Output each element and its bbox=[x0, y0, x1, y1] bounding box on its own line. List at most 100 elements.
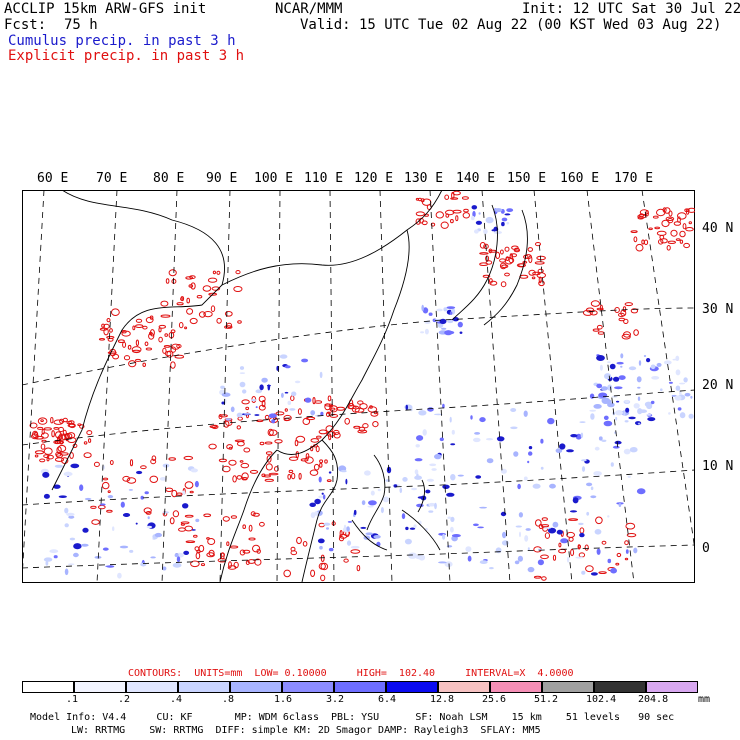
cumulus-precip-cell bbox=[84, 497, 92, 501]
explicit-precip-contour bbox=[144, 341, 149, 347]
explicit-precip-contour bbox=[343, 558, 349, 563]
explicit-precip-contour bbox=[237, 320, 242, 324]
cumulus-precip-cell bbox=[679, 412, 686, 419]
explicit-precip-contour bbox=[172, 510, 180, 518]
cumulus-precip-cell bbox=[579, 532, 585, 538]
cumulus-precip-cell bbox=[162, 463, 170, 468]
cumulus-precip-cell bbox=[221, 392, 231, 397]
cumulus-precip-cell bbox=[528, 451, 533, 456]
cumulus-precip-cell bbox=[679, 382, 686, 385]
explicit-precip-contour bbox=[59, 452, 69, 456]
cumulus-precip-cell bbox=[519, 531, 521, 538]
explicit-precip-contour bbox=[241, 399, 250, 405]
cumulus-precip-cell bbox=[439, 318, 447, 324]
explicit-precip-contour bbox=[462, 212, 470, 219]
cumulus-precip-cell bbox=[402, 477, 408, 482]
explicit-precip-contour bbox=[568, 518, 579, 521]
cumulus-precip-cell bbox=[471, 215, 475, 221]
cumulus-precip-cell bbox=[434, 453, 442, 460]
explicit-precip-contour bbox=[190, 282, 196, 290]
cumulus-precip-cell bbox=[650, 400, 655, 405]
cumulus-precip-cell bbox=[556, 529, 563, 535]
explicit-precip-contour bbox=[53, 427, 60, 430]
explicit-precip-contour bbox=[258, 395, 266, 403]
explicit-precip-contour bbox=[259, 521, 265, 527]
cumulus-precip-cell bbox=[429, 463, 437, 467]
explicit-precip-contour bbox=[261, 400, 266, 408]
explicit-precip-contour bbox=[528, 269, 536, 276]
cumulus-precip-cell bbox=[581, 466, 586, 472]
explicit-precip-contour bbox=[164, 333, 168, 337]
explicit-precip-contour bbox=[532, 271, 541, 276]
explicit-precip-contour bbox=[240, 462, 250, 469]
explicit-precip-contour bbox=[254, 558, 262, 566]
colorbar-tick-label: 25.6 bbox=[482, 694, 507, 705]
cumulus-precip-cell bbox=[236, 412, 243, 418]
cumulus-precip-cell bbox=[259, 384, 264, 391]
explicit-precip-contour bbox=[208, 549, 215, 557]
explicit-precip-contour bbox=[284, 408, 288, 412]
explicit-precip-contour bbox=[165, 278, 170, 284]
cumulus-precip-cell bbox=[405, 526, 409, 531]
colorbar-cell bbox=[334, 681, 386, 693]
cumulus-precip-cell bbox=[485, 216, 494, 224]
cumulus-precip-cell bbox=[598, 436, 603, 441]
explicit-precip-contour bbox=[184, 326, 188, 330]
explicit-precip-contour bbox=[344, 417, 351, 425]
explicit-precip-contour bbox=[29, 422, 38, 429]
explicit-precip-contour bbox=[508, 257, 515, 264]
explicit-precip-contour bbox=[369, 405, 373, 409]
cumulus-precip-cell bbox=[601, 439, 607, 442]
explicit-precip-contour bbox=[224, 311, 233, 317]
cumulus-precip-cell bbox=[318, 495, 324, 499]
cumulus-precip-cell bbox=[515, 525, 522, 528]
cumulus-precip-cell bbox=[68, 515, 75, 519]
explicit-precip-contour bbox=[310, 438, 320, 443]
cumulus-precip-cell bbox=[475, 475, 482, 479]
explicit-precip-contour bbox=[656, 208, 666, 217]
explicit-precip-contour bbox=[243, 447, 251, 453]
cumulus-precip-cell bbox=[603, 415, 609, 420]
explicit-precip-contour bbox=[233, 286, 243, 292]
cumulus-precip-cell bbox=[607, 558, 612, 564]
cumulus-precip-cell bbox=[431, 468, 437, 471]
explicit-precip-contour bbox=[601, 540, 607, 545]
explicit-precip-contour bbox=[295, 435, 306, 443]
cumulus-precip-cell bbox=[474, 229, 479, 234]
explicit-precip-contour bbox=[665, 216, 675, 221]
explicit-precip-contour bbox=[186, 308, 194, 315]
explicit-precip-contour bbox=[91, 519, 100, 525]
cumulus-precip-cell bbox=[470, 415, 473, 420]
cumulus-precip-cell bbox=[294, 380, 301, 384]
explicit-precip-contour bbox=[106, 318, 111, 323]
cumulus-precip-cell bbox=[416, 503, 424, 508]
cumulus-precip-cell bbox=[457, 321, 463, 328]
cumulus-precip-cell bbox=[271, 419, 276, 424]
explicit-precip-contour bbox=[541, 576, 547, 581]
explicit-precip-contour bbox=[570, 548, 575, 557]
cumulus-precip-cell bbox=[566, 556, 570, 563]
explicit-precip-contour bbox=[415, 218, 421, 225]
explicit-precip-contour bbox=[206, 552, 215, 558]
explicit-precip-contour bbox=[683, 242, 690, 249]
cumulus-precip-cell bbox=[593, 471, 602, 476]
cumulus-precip-cell bbox=[144, 491, 149, 495]
explicit-precip-contour bbox=[198, 311, 206, 318]
explicit-precip-contour bbox=[287, 474, 292, 480]
lon-label: 120 E bbox=[354, 171, 394, 186]
cumulus-precip-cell bbox=[674, 395, 682, 401]
cumulus-precip-cell bbox=[501, 540, 509, 546]
cumulus-precip-cell bbox=[42, 471, 50, 478]
cumulus-precip-cell bbox=[594, 529, 602, 535]
cumulus-precip-cell bbox=[615, 416, 618, 421]
cumulus-precip-cell bbox=[102, 547, 109, 551]
explicit-precip-contour bbox=[452, 209, 462, 214]
cumulus-precip-cell bbox=[578, 522, 584, 526]
cumulus-precip-cell bbox=[636, 376, 642, 383]
explicit-precip-contour bbox=[479, 252, 489, 255]
cumulus-precip-cell bbox=[633, 403, 640, 409]
explicit-precip-contour bbox=[98, 338, 106, 341]
explicit-precip-contour bbox=[67, 432, 76, 439]
cumulus-precip-cell bbox=[414, 458, 423, 462]
explicit-precip-contour bbox=[196, 295, 203, 299]
